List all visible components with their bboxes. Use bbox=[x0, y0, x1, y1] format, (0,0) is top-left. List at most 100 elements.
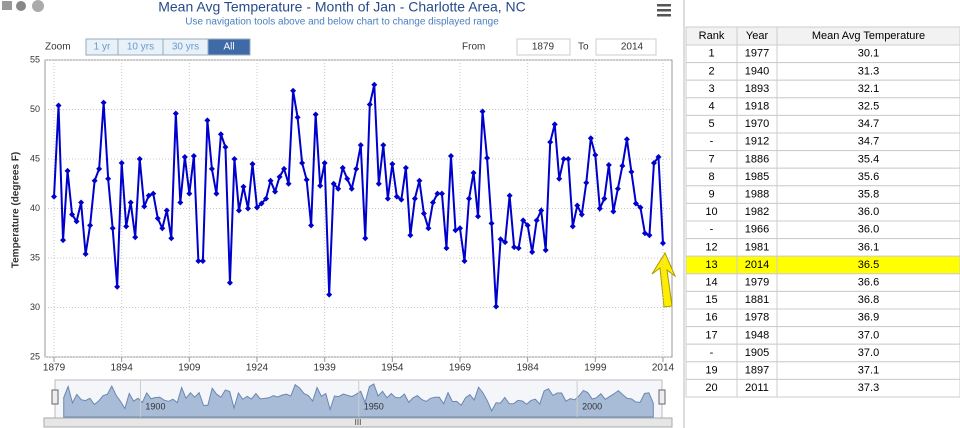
navigator-tick-label: 1900 bbox=[145, 401, 165, 411]
point-marker bbox=[60, 237, 67, 244]
point-marker bbox=[605, 161, 612, 168]
print-icon[interactable] bbox=[2, 1, 12, 10]
point-marker bbox=[217, 131, 224, 138]
point-marker bbox=[299, 159, 306, 166]
table-text: 36.1 bbox=[858, 241, 879, 253]
point-marker bbox=[267, 177, 274, 184]
point-marker bbox=[551, 121, 558, 128]
point-marker bbox=[272, 188, 279, 195]
point-marker bbox=[488, 220, 495, 227]
navigator-handle[interactable] bbox=[658, 389, 666, 405]
point-marker bbox=[290, 87, 297, 94]
point-marker bbox=[443, 245, 450, 252]
table-text: 1893 bbox=[745, 83, 769, 95]
table-text: 1982 bbox=[745, 206, 769, 218]
table-text: - bbox=[710, 136, 714, 148]
table-text: 1970 bbox=[745, 118, 769, 130]
point-marker bbox=[398, 196, 405, 203]
table-text: 1881 bbox=[745, 294, 769, 306]
point-marker bbox=[123, 223, 130, 230]
point-marker bbox=[601, 195, 608, 202]
point-marker bbox=[235, 207, 242, 214]
point-marker bbox=[529, 249, 536, 256]
table-text: 8 bbox=[708, 171, 714, 183]
help-icon[interactable] bbox=[32, 0, 44, 12]
point-marker bbox=[150, 190, 157, 197]
point-marker bbox=[659, 240, 666, 247]
point-marker bbox=[159, 225, 166, 232]
point-marker bbox=[335, 185, 342, 192]
point-marker bbox=[520, 217, 527, 224]
point-marker bbox=[614, 185, 621, 192]
chart-title: Mean Avg Temperature - Month of Jan - Ch… bbox=[158, 0, 526, 15]
table-text: 3 bbox=[708, 83, 714, 95]
point-marker bbox=[51, 193, 58, 200]
table-text: 36.8 bbox=[858, 294, 879, 306]
point-marker bbox=[254, 204, 261, 211]
table-text: 37.1 bbox=[858, 365, 879, 377]
table-text: 5 bbox=[708, 118, 714, 130]
x-tick-label: 1924 bbox=[246, 363, 269, 374]
table-text: 32.5 bbox=[858, 101, 879, 113]
chart-subtitle: Use navigation tools above and below cha… bbox=[185, 17, 499, 28]
point-marker bbox=[574, 202, 581, 209]
point-marker bbox=[231, 156, 238, 162]
table-text: 36.6 bbox=[858, 277, 879, 289]
y-tick-label: 40 bbox=[30, 203, 40, 213]
point-marker bbox=[141, 203, 148, 210]
point-marker bbox=[362, 235, 369, 242]
table-text: 35.4 bbox=[858, 153, 879, 165]
series-line bbox=[53, 84, 664, 307]
table-text: 1897 bbox=[745, 365, 769, 377]
point-marker bbox=[511, 244, 518, 251]
table-header: Year bbox=[746, 30, 769, 42]
point-marker bbox=[542, 247, 549, 254]
scroll-grip: III bbox=[355, 418, 362, 427]
to-input[interactable] bbox=[595, 38, 657, 56]
x-tick-label: 1879 bbox=[43, 363, 66, 374]
point-marker bbox=[195, 257, 202, 264]
table-text: 14 bbox=[705, 277, 717, 289]
table-text: 12 bbox=[705, 241, 717, 253]
navigator-handle[interactable] bbox=[51, 389, 59, 405]
settings-icon[interactable] bbox=[16, 1, 26, 11]
to-label: To bbox=[578, 42, 589, 53]
from-input[interactable] bbox=[516, 38, 571, 56]
table-text: 1948 bbox=[745, 329, 769, 341]
point-marker bbox=[506, 192, 513, 199]
table-text: 35.6 bbox=[858, 171, 879, 183]
point-marker bbox=[380, 142, 387, 149]
point-marker bbox=[484, 155, 491, 162]
point-marker bbox=[172, 110, 179, 117]
point-marker bbox=[91, 177, 98, 184]
scrollbar[interactable] bbox=[43, 417, 673, 428]
point-marker bbox=[240, 183, 247, 190]
point-marker bbox=[204, 117, 211, 124]
table-text: 16 bbox=[705, 312, 717, 324]
y-tick-label: 35 bbox=[30, 252, 40, 262]
table-text: 37.0 bbox=[858, 347, 879, 359]
point-marker bbox=[136, 156, 143, 162]
point-marker bbox=[208, 165, 215, 172]
menu-icon[interactable] bbox=[657, 4, 671, 17]
from-value: 1879 bbox=[532, 42, 555, 53]
point-marker bbox=[375, 180, 382, 187]
point-marker bbox=[416, 177, 423, 184]
point-marker bbox=[64, 167, 71, 174]
table-text: 13 bbox=[705, 259, 717, 271]
x-tick-label: 1954 bbox=[381, 363, 404, 374]
x-tick-label: 1894 bbox=[111, 363, 134, 374]
point-marker bbox=[497, 236, 504, 243]
point-marker bbox=[583, 179, 590, 186]
point-marker bbox=[637, 204, 644, 211]
table-text: 1978 bbox=[745, 312, 769, 324]
navigator-tick-label: 1950 bbox=[364, 401, 384, 411]
y-tick-label: 50 bbox=[30, 104, 40, 114]
table-text: 1981 bbox=[745, 241, 769, 253]
table-text: 1912 bbox=[745, 136, 769, 148]
zoom-button[interactable] bbox=[207, 38, 251, 56]
point-marker bbox=[447, 153, 454, 160]
point-marker bbox=[154, 215, 161, 222]
table-text: 36.0 bbox=[858, 206, 879, 218]
